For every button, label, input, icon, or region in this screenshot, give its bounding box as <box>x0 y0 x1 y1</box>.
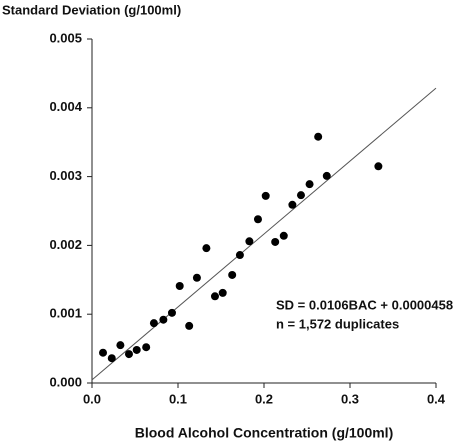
point <box>167 308 176 317</box>
point <box>235 251 244 260</box>
point <box>149 319 158 328</box>
point <box>175 281 184 290</box>
point <box>305 180 314 189</box>
point <box>159 315 168 324</box>
y-tick-label: 0.001 <box>49 306 82 321</box>
point <box>228 270 237 279</box>
x-tick-label: 0.3 <box>341 391 359 406</box>
y-tick-label: 0.005 <box>49 30 82 45</box>
point <box>142 343 151 352</box>
y-tick-label: 0.000 <box>49 374 82 389</box>
point <box>202 244 211 253</box>
point <box>210 292 219 301</box>
point <box>374 162 383 171</box>
point <box>132 345 141 354</box>
point <box>279 231 288 240</box>
point <box>288 200 297 209</box>
x-tick-label: 0.2 <box>255 391 273 406</box>
chart-title: Standard Deviation (g/100ml) <box>2 2 181 17</box>
point <box>322 171 331 180</box>
fit-line <box>91 87 437 381</box>
point <box>271 237 280 246</box>
x-tick-label: 0.1 <box>169 391 187 406</box>
point <box>245 237 254 246</box>
x-axis-label: Blood Alcohol Concentration (g/100ml) <box>135 425 394 441</box>
x-tick-label: 0.4 <box>427 391 446 406</box>
point <box>124 350 133 359</box>
point <box>253 215 262 224</box>
point <box>218 288 227 297</box>
x-tick-label: 0.0 <box>83 391 101 406</box>
annotation: SD = 0.0106BAC + 0.0000458 <box>276 297 453 312</box>
point <box>192 273 201 282</box>
point <box>296 191 305 200</box>
point <box>116 341 125 350</box>
point <box>185 321 194 330</box>
point <box>261 191 270 200</box>
point <box>99 348 108 357</box>
y-tick-label: 0.003 <box>49 168 82 183</box>
y-tick-label: 0.004 <box>49 99 82 114</box>
y-tick-label: 0.002 <box>49 237 82 252</box>
point <box>314 132 323 141</box>
annotation: n = 1,572 duplicates <box>276 316 399 331</box>
point <box>107 354 116 363</box>
